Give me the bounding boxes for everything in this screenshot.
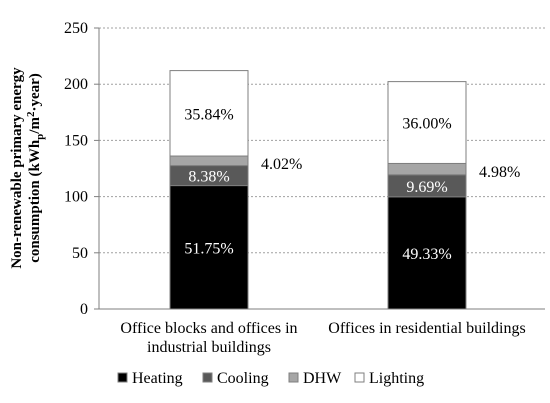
legend-swatch-lighting — [354, 372, 365, 383]
category-label: industrial buildings — [147, 339, 271, 356]
y-tick-label: 250 — [64, 20, 88, 37]
y-axis-title-units: consumption (kWhp/m2·year) — [25, 73, 46, 263]
data-label-heating: 49.33% — [402, 246, 451, 263]
y-tick-label: 200 — [64, 76, 88, 93]
y-tick-label: 50 — [72, 245, 88, 262]
bar-segment-dhw — [387, 162, 467, 176]
category-label: Office blocks and offices in — [120, 320, 297, 337]
y-tick-label: 150 — [64, 132, 88, 149]
legend-swatch-heating — [117, 372, 128, 383]
data-label-lighting: 36.00% — [402, 116, 451, 133]
data-label-dhw: 4.02% — [261, 156, 302, 173]
category-label: Offices in residential buildings — [328, 320, 525, 337]
data-label-heating: 51.75% — [184, 240, 233, 257]
y-tick-label: 100 — [64, 189, 88, 206]
data-label-cooling: 8.38% — [188, 169, 229, 186]
legend-swatch-dhw — [288, 372, 299, 383]
legend-label-heating: Heating — [132, 370, 183, 387]
data-label-lighting: 35.84% — [184, 106, 233, 123]
bar-segment-dhw — [169, 155, 249, 167]
bar-segment-lighting — [387, 81, 467, 164]
legend-label-lighting: Lighting — [369, 370, 424, 387]
data-label-cooling: 9.69% — [406, 179, 447, 196]
bar-segment-heating — [169, 185, 249, 310]
bar-segment-heating — [387, 196, 467, 310]
y-axis-title: Non-renewable primary energy — [9, 67, 25, 269]
y-tick-label: 0 — [80, 301, 88, 318]
legend-label-cooling: Cooling — [217, 370, 269, 387]
legend-label-dhw: DHW — [303, 370, 342, 387]
legend-swatch-cooling — [202, 372, 213, 383]
data-label-dhw: 4.98% — [479, 164, 520, 181]
bar-segment-lighting — [169, 70, 249, 157]
